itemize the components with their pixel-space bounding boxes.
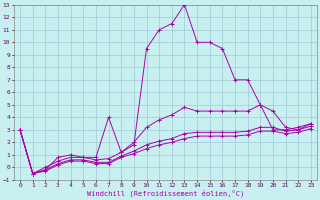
X-axis label: Windchill (Refroidissement éolien,°C): Windchill (Refroidissement éolien,°C) bbox=[87, 190, 244, 197]
